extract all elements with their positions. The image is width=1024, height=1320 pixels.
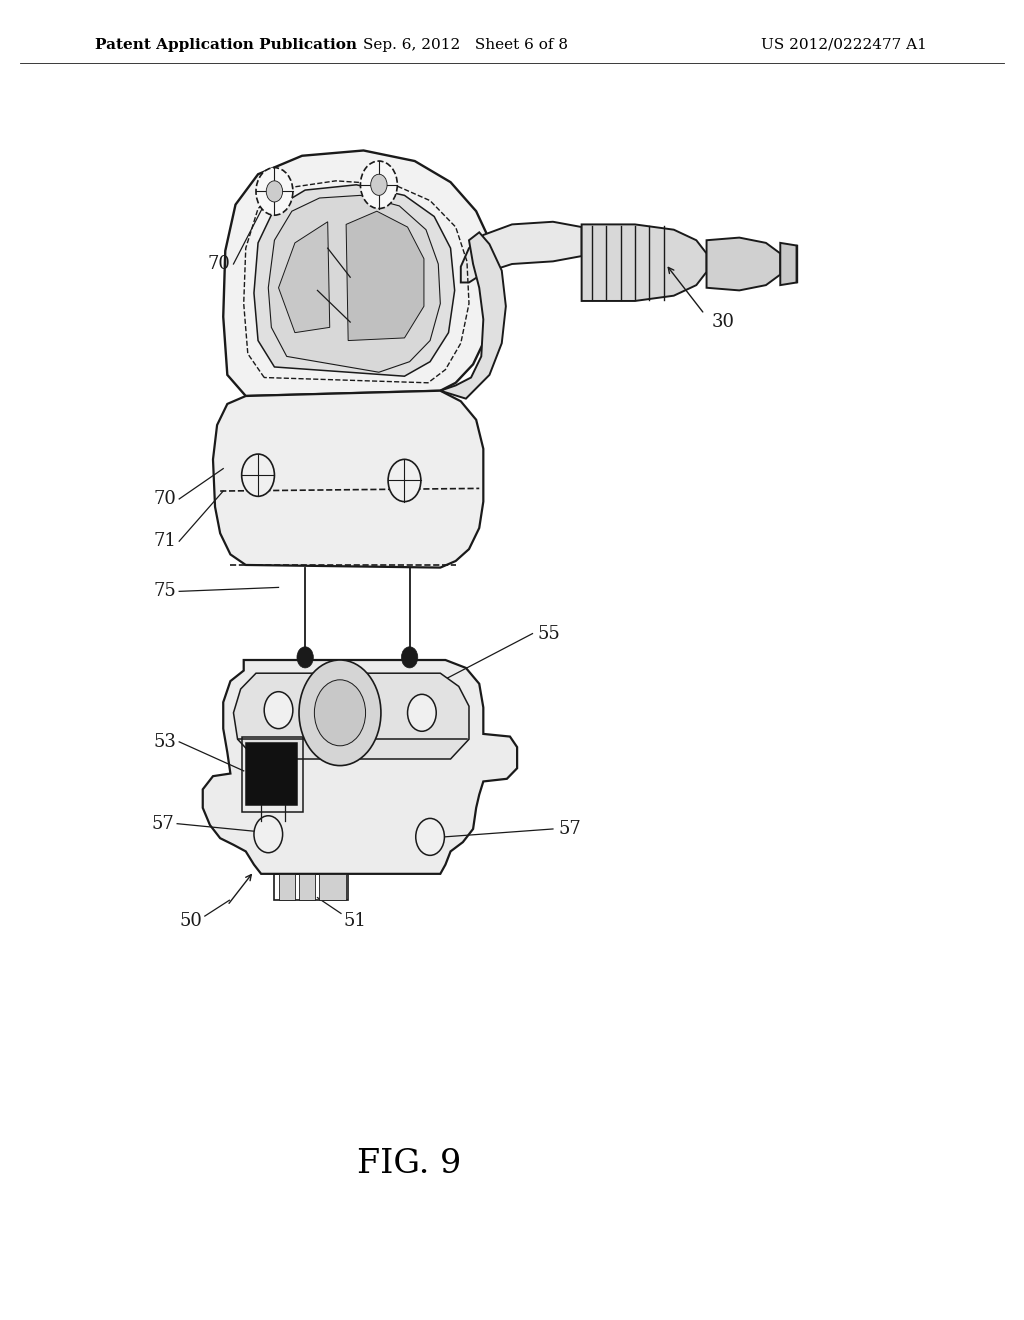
Polygon shape [246, 743, 297, 805]
Circle shape [314, 680, 366, 746]
Polygon shape [279, 222, 330, 333]
Polygon shape [279, 874, 295, 900]
Polygon shape [233, 673, 469, 759]
Text: Patent Application Publication: Patent Application Publication [95, 38, 357, 51]
Polygon shape [268, 195, 440, 372]
Circle shape [360, 161, 397, 209]
Circle shape [401, 647, 418, 668]
Circle shape [266, 181, 283, 202]
Text: 51: 51 [343, 912, 366, 931]
Text: 57: 57 [558, 820, 581, 838]
Polygon shape [582, 224, 707, 301]
Text: FIG. 9: FIG. 9 [357, 1148, 462, 1180]
Polygon shape [780, 243, 797, 285]
Text: 50: 50 [180, 912, 203, 931]
Polygon shape [254, 185, 455, 376]
Polygon shape [299, 874, 315, 900]
Circle shape [242, 454, 274, 496]
Polygon shape [213, 391, 483, 568]
Circle shape [371, 174, 387, 195]
Text: 75: 75 [154, 582, 176, 601]
Polygon shape [223, 150, 496, 396]
Circle shape [297, 647, 313, 668]
Text: 11: 11 [334, 247, 356, 265]
Polygon shape [319, 874, 346, 900]
Text: US 2012/0222477 A1: US 2012/0222477 A1 [761, 38, 927, 51]
Circle shape [408, 694, 436, 731]
Text: 70: 70 [208, 255, 230, 273]
Circle shape [256, 168, 293, 215]
Circle shape [388, 459, 421, 502]
Circle shape [264, 692, 293, 729]
Text: Sep. 6, 2012   Sheet 6 of 8: Sep. 6, 2012 Sheet 6 of 8 [364, 38, 568, 51]
Text: 70: 70 [154, 490, 176, 508]
Text: 57: 57 [152, 814, 174, 833]
Circle shape [416, 818, 444, 855]
Text: 55: 55 [538, 624, 560, 643]
Polygon shape [461, 222, 582, 282]
Polygon shape [203, 660, 517, 874]
Polygon shape [707, 238, 780, 290]
Circle shape [254, 816, 283, 853]
Polygon shape [346, 211, 424, 341]
Text: 71: 71 [154, 532, 176, 550]
Text: 30: 30 [712, 313, 734, 331]
Text: 53: 53 [154, 733, 176, 751]
Circle shape [299, 660, 381, 766]
Polygon shape [440, 232, 506, 399]
